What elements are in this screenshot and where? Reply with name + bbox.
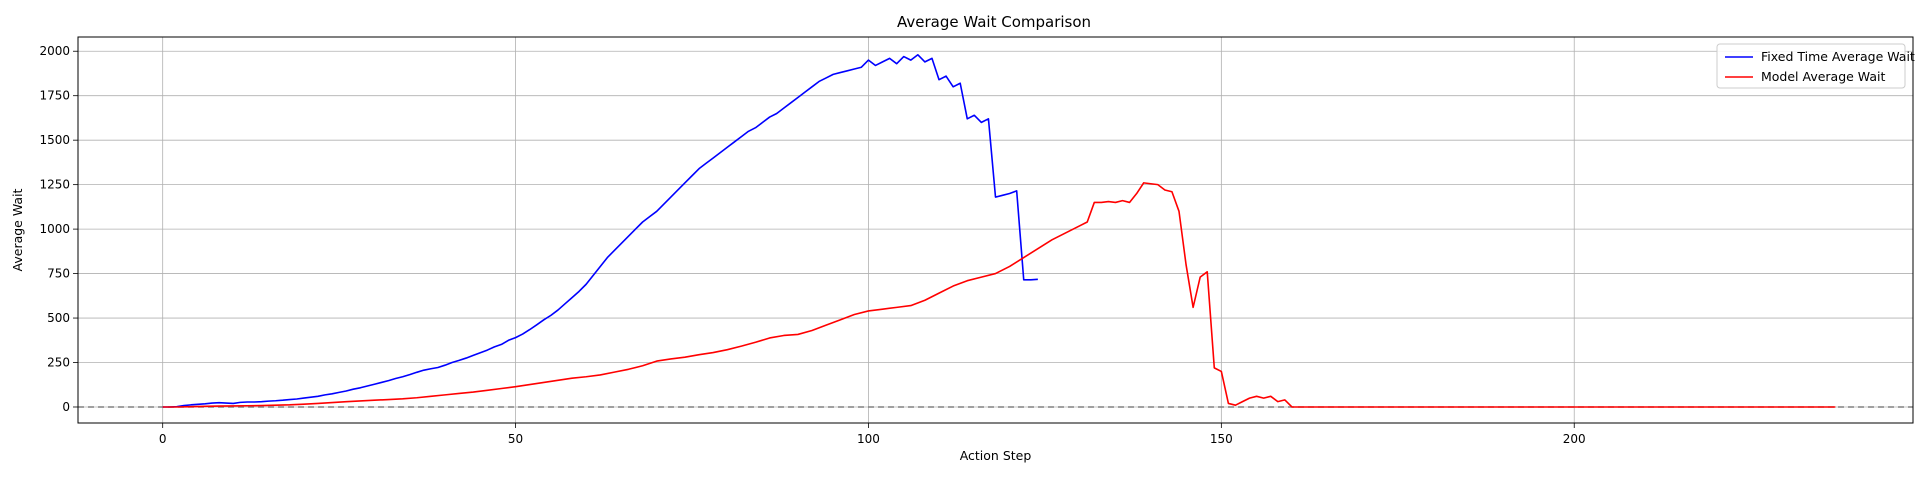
series-line-1 <box>162 182 1836 408</box>
x-tick-label-1: 50 <box>508 432 523 446</box>
series-line-0 <box>162 53 1038 408</box>
legend-label-1: Model Average Wait <box>1761 69 1886 84</box>
legend-box <box>1716 43 1906 89</box>
series-group <box>162 53 1836 408</box>
axis-ticks: 0 50 100 150 2000250500750100012501500175020… <box>39 44 1585 446</box>
x-tick-label-0: 0 <box>159 432 167 446</box>
y-tick-label-3: 750 <box>47 267 70 281</box>
y-tick-label-0: 0 <box>62 400 70 414</box>
y-axis-label: Average Wait <box>10 188 25 271</box>
y-tick-label-4: 1000 <box>39 222 70 236</box>
y-tick-label-5: 1250 <box>39 178 70 192</box>
x-tick-label-4: 200 <box>1563 432 1586 446</box>
x-tick-label-3: 150 <box>1210 432 1233 446</box>
chart-title: Average Wait Comparison <box>897 13 1091 31</box>
legend: Fixed Time Average Wait Model Average Wai… <box>1716 43 1915 89</box>
y-tick-label-6: 1500 <box>39 133 70 147</box>
y-tick-label-1: 250 <box>47 356 70 370</box>
x-tick-label-2: 100 <box>857 432 880 446</box>
plot-area-frame <box>77 36 1914 424</box>
x-axis-label: Action Step <box>960 448 1032 463</box>
legend-label-0: Fixed Time Average Wait <box>1761 49 1915 64</box>
y-tick-label-7: 1750 <box>39 89 70 103</box>
y-tick-label-2: 500 <box>47 311 70 325</box>
y-tick-label-8: 2000 <box>39 44 70 58</box>
